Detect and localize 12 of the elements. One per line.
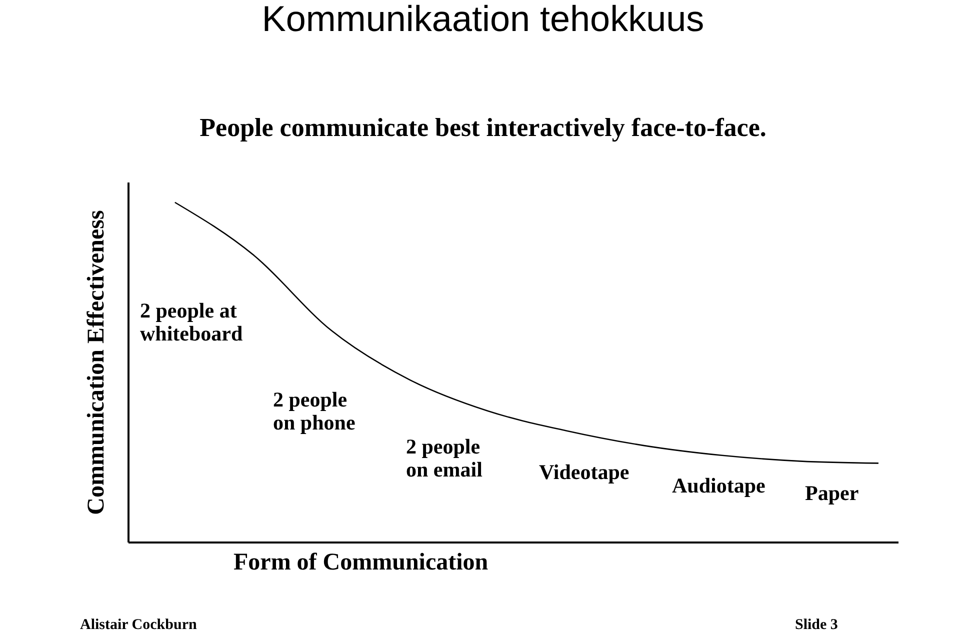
annotation: 2 people on email: [406, 434, 483, 482]
x-axis-title: Form of Communication: [234, 550, 488, 576]
annotation: 2 people on phone: [273, 387, 356, 434]
chart-title: Kommunikaation tehokkuus: [262, 0, 704, 39]
annotation: Videotape: [539, 460, 630, 484]
text: Alistair Cockburn: [80, 617, 198, 632]
annotation: Audiotape: [672, 474, 766, 498]
y-axis-title: Communication Effectiveness: [84, 210, 110, 515]
text: Slide 3: [795, 617, 838, 632]
annotation: Paper: [805, 481, 859, 506]
annotation: 2 people at whiteboard: [140, 298, 243, 346]
chart-subtitle: People communicate best interactively face-to-face.: [200, 113, 766, 142]
